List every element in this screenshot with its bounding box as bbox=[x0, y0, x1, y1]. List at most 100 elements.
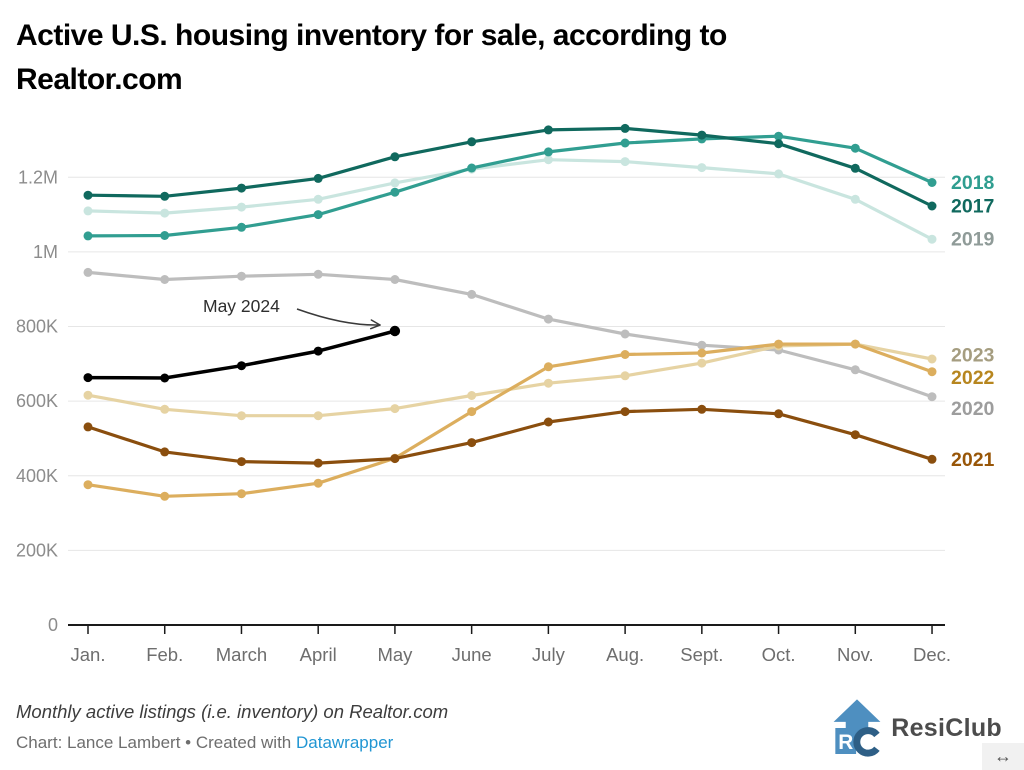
data-point-2020 bbox=[543, 314, 553, 324]
data-point-2020 bbox=[160, 275, 170, 284]
data-point-2022 bbox=[83, 480, 93, 490]
data-point-2018 bbox=[160, 231, 170, 240]
data-point-2021 bbox=[160, 447, 170, 457]
chart-title: Active U.S. housing inventory for sale, … bbox=[16, 14, 896, 102]
data-point-2020 bbox=[237, 271, 246, 281]
x-axis-month-label: Jan. bbox=[71, 644, 106, 665]
series-2021: 2021 bbox=[83, 404, 995, 471]
x-axis-month-label: Oct. bbox=[762, 644, 796, 665]
monogram-r: R bbox=[838, 731, 853, 754]
data-point-2023 bbox=[237, 411, 246, 421]
series-2022: 2022 bbox=[83, 339, 995, 501]
x-axis-month-label: Aug. bbox=[606, 644, 644, 665]
series-2024 bbox=[83, 325, 401, 383]
data-point-2021 bbox=[390, 454, 400, 464]
data-point-2021 bbox=[237, 457, 246, 467]
data-point-2020 bbox=[620, 329, 630, 339]
resize-handle[interactable]: ↔ bbox=[982, 743, 1024, 770]
series-2023: 2023 bbox=[83, 339, 995, 421]
x-axis-month-label: March bbox=[216, 644, 267, 665]
annotation-text: May 2024 bbox=[203, 296, 280, 316]
data-point-2019 bbox=[390, 178, 400, 188]
data-point-2018 bbox=[927, 178, 937, 187]
data-point-2023 bbox=[697, 358, 707, 368]
data-point-2022 bbox=[313, 478, 323, 488]
x-axis-month-label: June bbox=[452, 644, 492, 665]
y-axis-tick-label: 1.2M bbox=[18, 167, 58, 187]
data-point-2024 bbox=[313, 346, 323, 356]
data-point-2022 bbox=[927, 367, 937, 377]
data-point-2017 bbox=[313, 173, 323, 183]
data-point-2022 bbox=[160, 491, 170, 501]
x-axis: Jan. Feb. March April May June July Aug. Sept. Oc… bbox=[68, 624, 951, 665]
series-label-2021: 2021 bbox=[951, 449, 995, 471]
y-axis-tick-label: 600K bbox=[16, 391, 58, 411]
data-point-2024 bbox=[160, 373, 170, 383]
data-point-2022 bbox=[237, 489, 246, 499]
data-point-2022 bbox=[697, 348, 707, 358]
credit-text: Chart: Lance Lambert • Created with bbox=[16, 733, 296, 752]
data-point-2019 bbox=[237, 202, 246, 212]
series-label-2022: 2022 bbox=[951, 367, 995, 389]
data-point-2017 bbox=[467, 137, 477, 147]
data-point-2021 bbox=[313, 458, 323, 468]
data-point-2017 bbox=[390, 152, 400, 162]
annotation-may-2024: May 2024 bbox=[203, 296, 381, 330]
data-point-2017 bbox=[850, 163, 860, 173]
line-chart: 0 200K 400K 600K 800K 1M 1.2M Jan. Feb. March Apri… bbox=[16, 123, 995, 665]
data-point-2023 bbox=[543, 378, 553, 388]
data-point-2017 bbox=[774, 139, 784, 149]
series-label-2017: 2017 bbox=[951, 196, 994, 218]
data-point-2021 bbox=[620, 407, 630, 417]
x-axis-month-label: Feb. bbox=[146, 644, 183, 665]
data-point-2020 bbox=[390, 275, 400, 284]
data-point-2019 bbox=[313, 194, 323, 204]
y-axis-tick-label: 1M bbox=[33, 242, 58, 262]
data-point-2023 bbox=[390, 404, 400, 414]
data-point-2024 bbox=[237, 361, 246, 371]
data-point-2018 bbox=[237, 222, 246, 232]
y-axis-tick-label: 400K bbox=[16, 466, 58, 486]
data-point-2018 bbox=[543, 147, 553, 157]
data-point-2020 bbox=[313, 269, 323, 279]
data-point-2023 bbox=[620, 371, 630, 381]
data-point-2020 bbox=[850, 365, 860, 375]
x-axis-month-label: July bbox=[532, 644, 566, 665]
data-point-2017 bbox=[697, 130, 707, 140]
data-point-2019 bbox=[774, 169, 784, 179]
datawrapper-link[interactable]: Datawrapper bbox=[295, 733, 394, 752]
data-point-2018 bbox=[774, 131, 784, 141]
data-point-2019 bbox=[160, 208, 170, 218]
data-point-2022 bbox=[850, 339, 860, 349]
series-2020: 2020 bbox=[83, 267, 995, 420]
x-axis-month-label: Nov. bbox=[837, 644, 874, 665]
series-2019: 2019 bbox=[83, 155, 995, 251]
data-point-2021 bbox=[83, 422, 93, 432]
data-point-2021 bbox=[697, 404, 707, 414]
data-point-2018 bbox=[390, 187, 400, 197]
series-label-2020: 2020 bbox=[951, 398, 995, 420]
chart-credit: Chart: Lance Lambert • Created with Data… bbox=[16, 733, 393, 753]
data-point-2018 bbox=[83, 231, 93, 241]
left-right-arrow-icon: ↔ bbox=[994, 746, 1012, 766]
data-point-2022 bbox=[774, 339, 784, 349]
series-2017: 2017 bbox=[83, 123, 994, 218]
data-point-2020 bbox=[83, 267, 93, 277]
series-label-2018: 2018 bbox=[951, 172, 995, 194]
data-point-2017 bbox=[160, 191, 170, 201]
data-point-2023 bbox=[927, 354, 937, 364]
data-point-2018 bbox=[620, 138, 630, 148]
y-axis-tick-label: 800K bbox=[16, 317, 58, 337]
data-point-2018 bbox=[467, 163, 477, 173]
data-point-2021 bbox=[467, 438, 477, 448]
chart-title-line-1: Active U.S. housing inventory for sale, … bbox=[16, 19, 727, 52]
data-point-2017 bbox=[83, 190, 93, 200]
y-grid: 0 200K 400K 600K 800K 1M 1.2M bbox=[16, 167, 945, 635]
series-label-2019: 2019 bbox=[951, 229, 995, 251]
data-point-2023 bbox=[83, 390, 93, 400]
data-point-2023 bbox=[313, 411, 323, 421]
data-point-2024 bbox=[83, 373, 93, 383]
series-label-2023: 2023 bbox=[951, 344, 995, 366]
data-point-2020 bbox=[467, 289, 477, 299]
